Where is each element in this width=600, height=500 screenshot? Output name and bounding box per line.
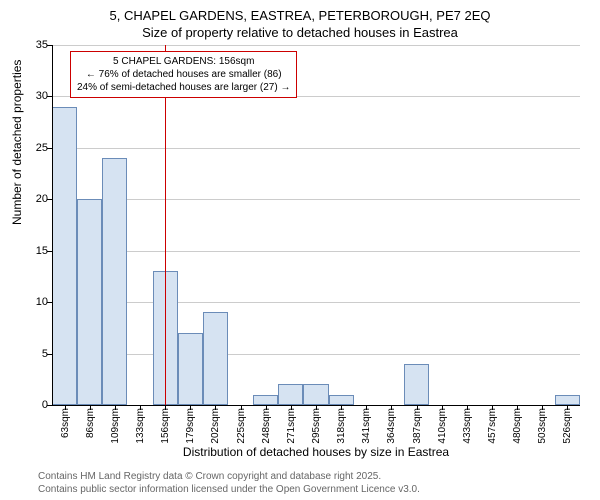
y-tick-label: 25 xyxy=(36,142,48,154)
x-tick-label: 318sqm xyxy=(336,408,347,444)
x-tick-label: 364sqm xyxy=(386,408,397,444)
y-tick-label: 20 xyxy=(36,193,48,205)
x-tick-label: 480sqm xyxy=(512,408,523,444)
chart-title: 5, CHAPEL GARDENS, EASTREA, PETERBOROUGH… xyxy=(0,0,600,42)
bar xyxy=(278,384,303,405)
bar xyxy=(253,395,278,405)
x-tick-label: 86sqm xyxy=(85,408,96,438)
x-tick-label: 225sqm xyxy=(236,408,247,444)
y-axis-line xyxy=(52,45,53,405)
x-tick-label: 526sqm xyxy=(562,408,573,444)
bar xyxy=(555,395,580,405)
x-tick-label: 341sqm xyxy=(361,408,372,444)
annotation-line: ← 76% of detached houses are smaller (86… xyxy=(77,68,290,81)
x-tick-label: 63sqm xyxy=(60,408,71,438)
title-line-2: Size of property relative to detached ho… xyxy=(0,25,600,42)
x-tick-label: 503sqm xyxy=(537,408,548,444)
y-axis-label: Number of detached properties xyxy=(10,60,24,225)
x-tick-label: 410sqm xyxy=(437,408,448,444)
y-tick-label: 15 xyxy=(36,245,48,257)
gridline xyxy=(52,251,580,252)
chart-container: 5, CHAPEL GARDENS, EASTREA, PETERBOROUGH… xyxy=(0,0,600,500)
gridline xyxy=(52,199,580,200)
annotation-box: 5 CHAPEL GARDENS: 156sqm← 76% of detache… xyxy=(70,51,297,98)
plot-area: 5 CHAPEL GARDENS: 156sqm← 76% of detache… xyxy=(52,45,580,405)
annotation-line: 5 CHAPEL GARDENS: 156sqm xyxy=(77,55,290,68)
gridline xyxy=(52,148,580,149)
footer-line-1: Contains HM Land Registry data © Crown c… xyxy=(38,471,420,484)
gridline xyxy=(52,45,580,46)
y-tick-label: 0 xyxy=(42,399,48,411)
footer-attribution: Contains HM Land Registry data © Crown c… xyxy=(38,471,420,496)
bar xyxy=(77,199,102,405)
y-tick-label: 10 xyxy=(36,296,48,308)
footer-line-2: Contains public sector information licen… xyxy=(38,484,420,497)
x-tick-label: 248sqm xyxy=(261,408,272,444)
annotation-line: 24% of semi-detached houses are larger (… xyxy=(77,81,290,94)
bar xyxy=(52,107,77,405)
x-tick-label: 271sqm xyxy=(286,408,297,444)
x-tick-label: 433sqm xyxy=(462,408,473,444)
x-tick-label: 387sqm xyxy=(412,408,423,444)
title-line-1: 5, CHAPEL GARDENS, EASTREA, PETERBOROUGH… xyxy=(0,8,600,25)
y-tick-label: 35 xyxy=(36,39,48,51)
y-tick-label: 30 xyxy=(36,90,48,102)
x-tick-label: 457sqm xyxy=(487,408,498,444)
marker-line xyxy=(165,45,166,405)
plot-inner: 5 CHAPEL GARDENS: 156sqm← 76% of detache… xyxy=(52,45,580,405)
bar xyxy=(102,158,127,405)
x-tick-label: 109sqm xyxy=(110,408,121,444)
gridline xyxy=(52,302,580,303)
x-tick-label: 133sqm xyxy=(135,408,146,444)
x-tick-label: 156sqm xyxy=(160,408,171,444)
bar xyxy=(329,395,354,405)
x-tick-label: 295sqm xyxy=(311,408,322,444)
x-tick-label: 202sqm xyxy=(210,408,221,444)
bar xyxy=(303,384,328,405)
y-tick-label: 5 xyxy=(42,348,48,360)
gridline xyxy=(52,354,580,355)
x-axis-label: Distribution of detached houses by size … xyxy=(52,445,580,459)
bar xyxy=(404,364,429,405)
x-axis-line xyxy=(52,405,580,406)
x-tick-label: 179sqm xyxy=(185,408,196,444)
bar xyxy=(178,333,203,405)
bar xyxy=(203,312,228,405)
